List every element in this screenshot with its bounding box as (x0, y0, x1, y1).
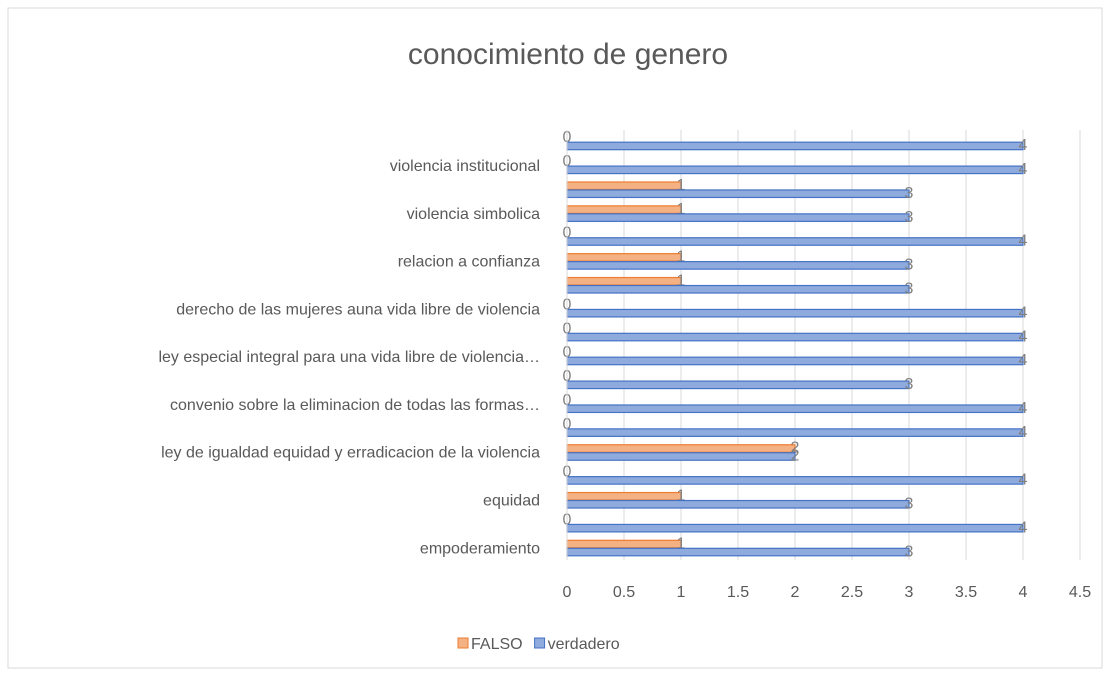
x-tick-label: 2.5 (841, 584, 863, 601)
data-label: 4 (1019, 352, 1028, 369)
data-label: 3 (905, 495, 914, 512)
data-label: 4 (1019, 161, 1028, 178)
data-label: 4 (1019, 328, 1028, 345)
data-label: 1 (677, 177, 686, 194)
data-label: 2 (791, 440, 800, 457)
data-label: 3 (905, 209, 914, 226)
x-tick-label: 0.5 (613, 584, 635, 601)
bar (566, 404, 1024, 414)
legend-swatch (457, 637, 469, 649)
data-label: 3 (905, 280, 914, 297)
bar (566, 189, 910, 199)
x-tick-label: 3.5 (955, 584, 977, 601)
data-label: 3 (905, 543, 914, 560)
y-tick-label: violencia simbolica (407, 206, 540, 223)
legend-label: FALSO (471, 636, 523, 653)
data-label: 1 (677, 249, 686, 266)
data-label: 1 (677, 487, 686, 504)
y-tick-label: violencia institucional (390, 158, 540, 175)
y-tick-label: relacion a confianza (398, 254, 540, 271)
bar (566, 253, 682, 262)
bar (566, 476, 1024, 485)
data-label: 4 (1019, 304, 1028, 321)
data-label: 4 (1019, 472, 1028, 489)
bar (566, 165, 1024, 175)
bar (566, 276, 682, 286)
y-tick-label: ley especial integral para una vida libr… (158, 349, 540, 366)
bar (566, 380, 910, 390)
bar (566, 284, 910, 294)
bar (566, 428, 1024, 437)
data-label: 4 (1019, 400, 1028, 417)
data-label: 4 (1019, 519, 1028, 536)
bar (566, 213, 910, 222)
bar (566, 141, 1024, 151)
data-label: 1 (677, 535, 686, 552)
bar (566, 523, 1024, 533)
data-label: 3 (905, 185, 914, 202)
x-tick-label: 4.5 (1069, 584, 1091, 601)
bar (566, 261, 910, 270)
x-tick-label: 2 (791, 584, 800, 601)
data-label: 2 (791, 448, 800, 465)
bar (566, 308, 1024, 318)
y-tick-label: equidad (483, 492, 540, 509)
bar (566, 452, 796, 461)
chart-title: conocimiento de genero (408, 38, 728, 71)
legend-label: verdadero (548, 636, 620, 653)
bar (566, 332, 1024, 342)
data-label: 4 (1019, 233, 1028, 250)
bar (566, 547, 910, 557)
bar (566, 205, 682, 214)
bar (566, 237, 1024, 246)
data-label: 1 (677, 201, 686, 218)
data-label: 4 (1019, 424, 1028, 441)
y-tick-label: convenio sobre la eliminacion de todas l… (170, 397, 540, 414)
y-tick-label: empoderamiento (420, 540, 540, 557)
bar (566, 491, 682, 501)
data-label: 3 (905, 376, 914, 393)
bar (566, 181, 682, 191)
bar (566, 499, 910, 509)
bar (566, 356, 1024, 366)
bar (566, 539, 682, 549)
data-label: 3 (905, 257, 914, 274)
data-label: 1 (677, 272, 686, 289)
bar (566, 444, 796, 453)
y-tick-label: derecho de las mujeres auna vida libre d… (176, 301, 540, 318)
y-tick-label: ley de igualdad equidad y erradicacion d… (161, 445, 540, 462)
x-tick-label: 3 (905, 584, 914, 601)
x-tick-label: 1 (677, 584, 686, 601)
data-label: 4 (1019, 137, 1028, 154)
x-tick-label: 4 (1019, 584, 1028, 601)
legend-swatch (534, 637, 546, 649)
x-tick-label: 0 (563, 584, 572, 601)
x-tick-label: 1.5 (727, 584, 749, 601)
